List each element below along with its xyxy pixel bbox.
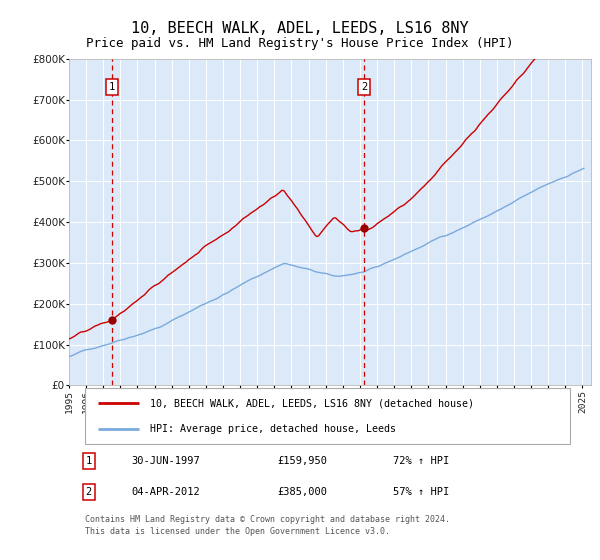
Text: Price paid vs. HM Land Registry's House Price Index (HPI): Price paid vs. HM Land Registry's House …	[86, 37, 514, 50]
Text: 57% ↑ HPI: 57% ↑ HPI	[392, 487, 449, 497]
Text: Contains HM Land Registry data © Crown copyright and database right 2024.
This d: Contains HM Land Registry data © Crown c…	[85, 515, 449, 536]
Text: HPI: Average price, detached house, Leeds: HPI: Average price, detached house, Leed…	[150, 424, 396, 434]
Text: 2: 2	[86, 487, 92, 497]
Text: 1: 1	[109, 82, 115, 92]
Text: 72% ↑ HPI: 72% ↑ HPI	[392, 456, 449, 466]
Text: 10, BEECH WALK, ADEL, LEEDS, LS16 8NY: 10, BEECH WALK, ADEL, LEEDS, LS16 8NY	[131, 21, 469, 36]
Text: £385,000: £385,000	[278, 487, 328, 497]
Text: 10, BEECH WALK, ADEL, LEEDS, LS16 8NY (detached house): 10, BEECH WALK, ADEL, LEEDS, LS16 8NY (d…	[150, 398, 474, 408]
Text: 2: 2	[361, 82, 367, 92]
Text: 1: 1	[86, 456, 92, 466]
Text: £159,950: £159,950	[278, 456, 328, 466]
Text: 30-JUN-1997: 30-JUN-1997	[131, 456, 200, 466]
Text: 04-APR-2012: 04-APR-2012	[131, 487, 200, 497]
FancyBboxPatch shape	[85, 388, 570, 444]
